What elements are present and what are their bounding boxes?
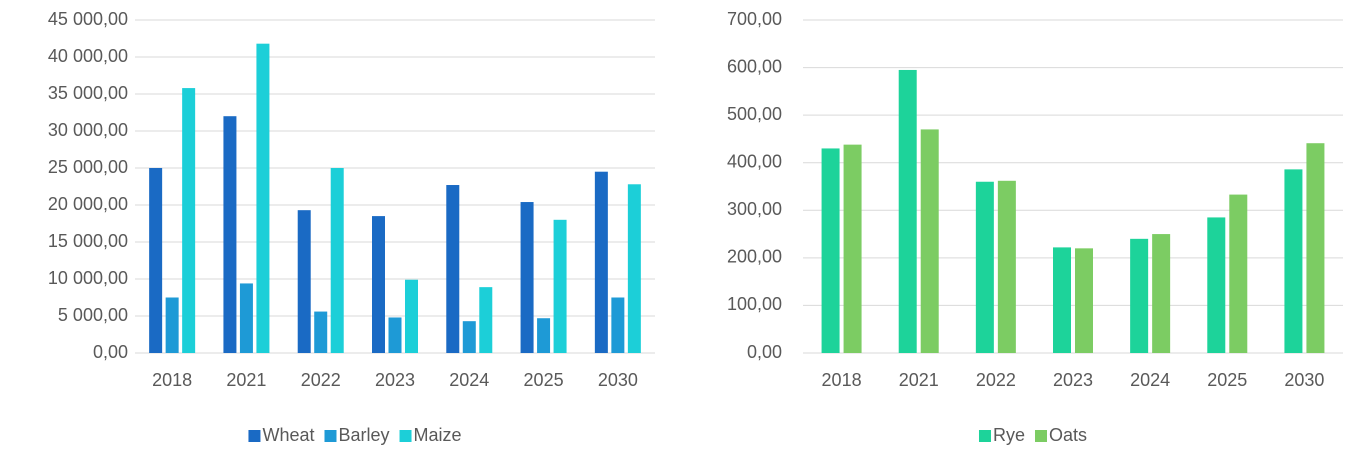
bar	[223, 116, 237, 353]
x-tick-label: 2025	[1207, 370, 1247, 390]
bar	[627, 184, 641, 353]
bar	[975, 181, 994, 353]
x-tick-label: 2023	[1053, 370, 1093, 390]
y-tick-label: 0,00	[93, 342, 128, 362]
bar	[330, 168, 344, 353]
x-tick-label: 2018	[822, 370, 862, 390]
bar	[1075, 248, 1093, 353]
legend-label: Rye	[993, 425, 1025, 445]
bar	[446, 185, 460, 353]
x-tick-label: 2025	[524, 370, 564, 390]
x-tick-label: 2030	[1284, 370, 1324, 390]
x-tick-label: 2030	[598, 370, 638, 390]
y-tick-label: 30 000,00	[48, 120, 128, 140]
bar	[1284, 169, 1303, 353]
bar	[1152, 234, 1171, 353]
bar	[553, 219, 567, 353]
bar	[997, 180, 1016, 353]
x-tick-label: 2024	[1130, 370, 1170, 390]
bar	[1229, 194, 1248, 353]
legend-swatch	[248, 430, 261, 442]
legend: Rye Oats	[978, 425, 1087, 445]
bar	[821, 148, 840, 353]
bar	[239, 283, 253, 353]
x-tick-label: 2024	[449, 370, 489, 390]
legend-label: Maize	[414, 425, 462, 445]
y-tick-label: 500,00	[727, 104, 782, 124]
chart: 0,00 5 000,00 10 000,00 15 000,00 20 000,00 2…	[48, 9, 655, 445]
legend-swatch	[324, 430, 337, 442]
bar	[1207, 217, 1226, 353]
bar	[165, 297, 179, 353]
legend-label: Wheat	[262, 425, 314, 445]
x-tick-label: 2021	[226, 370, 266, 390]
y-tick-label: 700,00	[727, 9, 782, 29]
y-tick-label: 15 000,00	[48, 231, 128, 251]
bar	[182, 88, 196, 353]
bar	[920, 129, 939, 353]
y-tick-label: 5 000,00	[58, 305, 128, 325]
y-tick-label: 10 000,00	[48, 268, 128, 288]
x-tick-label: 2021	[899, 370, 939, 390]
y-tick-label: 35 000,00	[48, 83, 128, 103]
legend-swatch	[1035, 430, 1047, 442]
legend-swatch	[399, 430, 412, 442]
y-tick-label: 25 000,00	[48, 157, 128, 177]
bar	[372, 216, 385, 353]
y-tick-label: 0,00	[747, 342, 782, 362]
y-tick-label: 200,00	[727, 247, 782, 267]
bar	[314, 311, 328, 353]
bar	[479, 287, 493, 353]
bar	[611, 297, 625, 353]
y-tick-label: 600,00	[727, 56, 782, 76]
bar	[594, 171, 608, 353]
bar	[1306, 143, 1325, 353]
bar	[297, 210, 311, 353]
legend-label: Barley	[338, 425, 389, 445]
chart: 0,00 100,00 200,00 300,00 400,00 500,00 600,00…	[727, 9, 1343, 445]
legend: Wheat Barley Maize	[248, 425, 462, 445]
bar	[149, 168, 163, 353]
y-tick-label: 100,00	[727, 294, 782, 314]
bar	[388, 317, 402, 353]
y-tick-label: 20 000,00	[48, 194, 128, 214]
bar	[843, 144, 862, 353]
y-tick-label: 45 000,00	[48, 9, 128, 29]
bar	[1130, 238, 1149, 353]
y-tick-label: 300,00	[727, 199, 782, 219]
bar	[256, 43, 270, 354]
legend-label: Oats	[1049, 425, 1087, 445]
x-tick-label: 2022	[976, 370, 1016, 390]
x-tick-label: 2022	[301, 370, 341, 390]
y-tick-label: 400,00	[727, 151, 782, 171]
bar	[405, 279, 418, 353]
bar	[520, 202, 534, 353]
legend-swatch	[978, 430, 991, 442]
y-tick-label: 40 000,00	[48, 46, 128, 66]
bar	[1053, 247, 1071, 353]
x-tick-label: 2023	[375, 370, 415, 390]
bar	[898, 69, 917, 353]
bar	[462, 321, 476, 353]
x-tick-label: 2018	[152, 370, 192, 390]
bar	[537, 318, 551, 353]
